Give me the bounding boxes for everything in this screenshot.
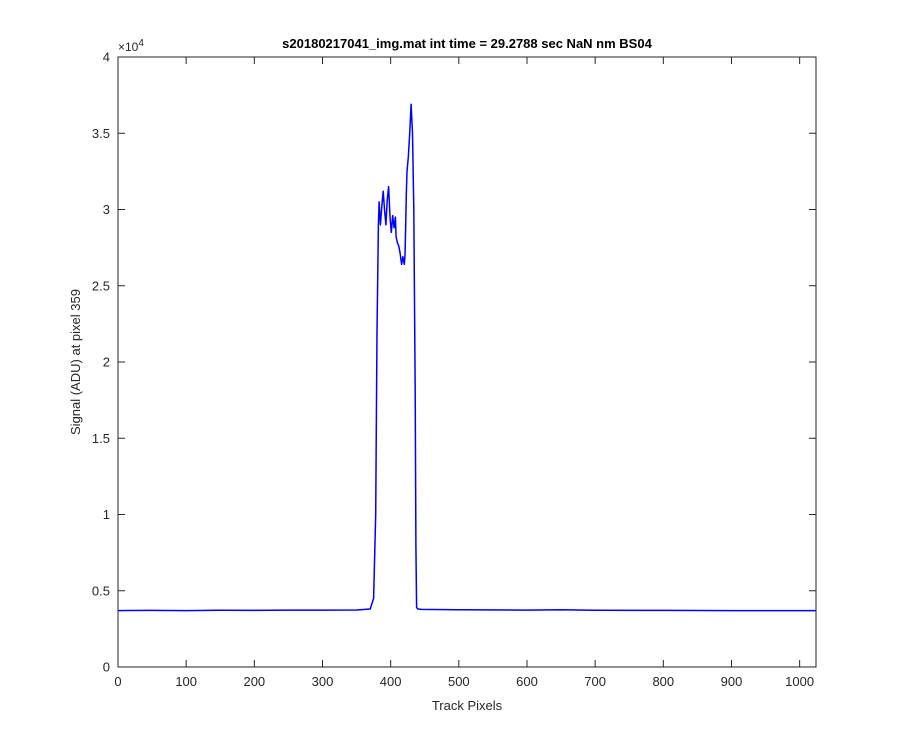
x-axis-ticks: 0 100 200 300 400 500 600 700 800 900 1000	[114, 57, 814, 689]
x-tick-label: 400	[380, 674, 402, 689]
x-tick-label: 900	[721, 674, 743, 689]
y-axis-label: Signal (ADU) at pixel 359	[68, 289, 83, 435]
x-tick-label: 800	[652, 674, 674, 689]
y-tick-label: 2	[103, 355, 110, 370]
y-tick-label: 1	[103, 507, 110, 522]
x-tick-label: 500	[448, 674, 470, 689]
y-tick-label: 0	[103, 660, 110, 675]
x-tick-label: 100	[175, 674, 197, 689]
x-tick-label: 600	[516, 674, 538, 689]
x-tick-label: 700	[584, 674, 606, 689]
y-tick-label: 4	[103, 50, 110, 65]
y-tick-label: 3	[103, 202, 110, 217]
y-axis-exponent-base: ×10	[118, 40, 139, 54]
y-axis-exponent: ×104	[118, 38, 144, 54]
y-axis-ticks: 0 0.5 1 1.5 2 2.5 3 3.5 4	[92, 50, 816, 675]
y-tick-label: 0.5	[92, 583, 110, 598]
y-tick-label: 3.5	[92, 126, 110, 141]
chart-title: s20180217041_img.mat int time = 29.2788 …	[282, 36, 652, 51]
x-tick-label: 200	[243, 674, 265, 689]
plot-area	[117, 56, 817, 668]
x-tick-label: 300	[312, 674, 334, 689]
x-axis-label: Track Pixels	[432, 698, 503, 713]
series-layer	[117, 103, 816, 612]
series-line	[117, 103, 816, 612]
y-tick-label: 2.5	[92, 278, 110, 293]
y-axis-exponent-power: 4	[138, 38, 144, 49]
x-tick-label: 1000	[785, 674, 814, 689]
y-tick-label: 1.5	[92, 431, 110, 446]
x-tick-label: 0	[114, 674, 121, 689]
